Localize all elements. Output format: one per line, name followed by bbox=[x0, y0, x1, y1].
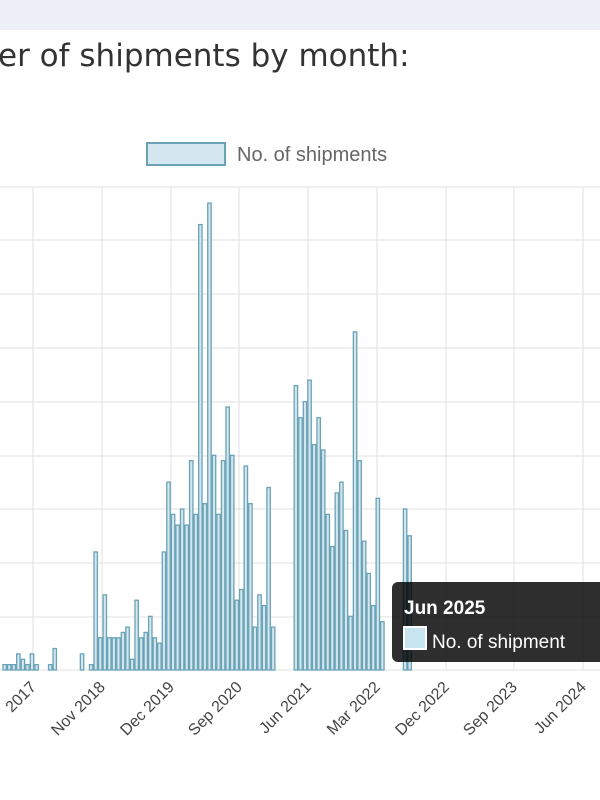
tooltip-box bbox=[392, 582, 600, 662]
chart-bar[interactable] bbox=[193, 513, 199, 671]
tooltip: Jun 2025 No. of shipment bbox=[392, 582, 600, 662]
chart-bar[interactable] bbox=[311, 443, 317, 671]
chart-bar[interactable] bbox=[47, 663, 53, 671]
chart-bar[interactable] bbox=[2, 663, 8, 671]
bars-group bbox=[2, 202, 413, 671]
chart-bar[interactable] bbox=[6, 663, 12, 671]
x-tick-label: Jun 2024 bbox=[531, 679, 590, 738]
x-tick-label: Nov 2018 bbox=[48, 679, 109, 740]
chart-bar[interactable] bbox=[125, 626, 130, 671]
chart-bar[interactable] bbox=[179, 508, 185, 671]
chart-bar[interactable] bbox=[116, 637, 121, 671]
chart-bar[interactable] bbox=[93, 551, 99, 671]
chart-bar[interactable] bbox=[234, 599, 240, 671]
chart-bar[interactable] bbox=[370, 604, 376, 671]
chart-bar[interactable] bbox=[357, 460, 362, 671]
chart-bar[interactable] bbox=[102, 594, 108, 671]
chart-bar[interactable] bbox=[88, 663, 94, 671]
chart-bar[interactable] bbox=[302, 401, 308, 671]
chart-bar[interactable] bbox=[52, 647, 58, 671]
chart-bar[interactable] bbox=[307, 379, 312, 671]
chart-bar[interactable] bbox=[298, 417, 303, 671]
chart-bar[interactable] bbox=[261, 604, 267, 671]
x-tick-label: Sep 2020 bbox=[185, 679, 246, 740]
x-tick-label: Sep 2023 bbox=[460, 679, 521, 740]
x-tick-label: Jun 2021 bbox=[256, 679, 315, 738]
chart-bar[interactable] bbox=[366, 572, 372, 671]
chart-bar[interactable] bbox=[107, 637, 112, 671]
chart-bar[interactable] bbox=[220, 460, 226, 671]
chart-bar[interactable] bbox=[111, 637, 117, 671]
top-bar bbox=[0, 0, 600, 30]
chart-bar[interactable] bbox=[238, 588, 244, 671]
chart-bar[interactable] bbox=[361, 540, 367, 671]
chart-bar[interactable] bbox=[120, 631, 126, 671]
chart-bar[interactable] bbox=[184, 524, 190, 671]
tooltip-label: No. of shipment bbox=[432, 632, 566, 653]
chart-bar[interactable] bbox=[216, 513, 221, 671]
chart-bar[interactable] bbox=[170, 513, 176, 671]
chart-bar[interactable] bbox=[325, 513, 331, 671]
chart-bar[interactable] bbox=[375, 497, 381, 671]
chart-bar[interactable] bbox=[11, 663, 17, 671]
x-tick-labels: 2017 Nov 2018 Dec 2019 Sep 2020 Jun 2021 Mar … bbox=[3, 679, 590, 740]
chart-bar[interactable] bbox=[329, 545, 335, 671]
x-tick-label: Mar 2022 bbox=[324, 679, 384, 739]
chart-bar[interactable] bbox=[152, 637, 158, 671]
chart-bar[interactable] bbox=[266, 486, 271, 671]
chart-bar[interactable] bbox=[334, 492, 340, 671]
chart-bar[interactable] bbox=[157, 642, 162, 671]
chart-bar[interactable] bbox=[293, 384, 299, 671]
chart-bar[interactable] bbox=[379, 621, 385, 671]
chart-bar[interactable] bbox=[348, 615, 353, 671]
chart-bar[interactable] bbox=[352, 331, 358, 671]
chart-bar[interactable] bbox=[143, 631, 149, 671]
tooltip-title: Jun 2025 bbox=[404, 598, 486, 619]
chart-bar[interactable] bbox=[248, 502, 253, 671]
chart-bar[interactable] bbox=[138, 637, 144, 671]
chart-bar[interactable] bbox=[202, 502, 208, 671]
chart-bar[interactable] bbox=[25, 663, 30, 671]
chart-bar[interactable] bbox=[252, 626, 258, 671]
chart-bar[interactable] bbox=[320, 449, 326, 671]
chart-bar[interactable] bbox=[211, 454, 217, 671]
chart-bar[interactable] bbox=[243, 465, 249, 671]
legend[interactable]: No. of shipments bbox=[146, 142, 387, 166]
chart-bar[interactable] bbox=[34, 663, 39, 671]
chart-bar[interactable] bbox=[161, 551, 167, 671]
chart-bar[interactable] bbox=[316, 417, 322, 671]
x-tick-label: Dec 2019 bbox=[117, 679, 178, 740]
chart-bar[interactable] bbox=[97, 637, 103, 671]
chart-bar[interactable] bbox=[166, 481, 171, 671]
chart-bar[interactable] bbox=[175, 524, 180, 671]
page-heading: er of shipments by month: bbox=[0, 38, 410, 74]
chart-bar[interactable] bbox=[270, 626, 276, 671]
chart-bar[interactable] bbox=[225, 406, 230, 671]
tooltip-swatch bbox=[403, 626, 427, 650]
chart-bar[interactable] bbox=[20, 658, 26, 671]
chart-bar[interactable] bbox=[134, 599, 139, 671]
chart-bar[interactable] bbox=[343, 529, 349, 671]
chart-bar[interactable] bbox=[15, 653, 21, 671]
chart-bar[interactable] bbox=[257, 594, 262, 671]
x-tick-label: 2017 bbox=[3, 679, 40, 716]
chart-bar[interactable] bbox=[29, 653, 35, 671]
chart-bar[interactable] bbox=[197, 223, 203, 671]
chart-bar[interactable] bbox=[147, 615, 153, 671]
chart-bar[interactable] bbox=[129, 658, 135, 671]
x-tick-label: Dec 2022 bbox=[392, 679, 453, 740]
chart-bar[interactable] bbox=[229, 454, 235, 671]
legend-swatch bbox=[146, 142, 226, 166]
chart-bar[interactable] bbox=[79, 653, 85, 671]
chart-bar[interactable] bbox=[188, 460, 194, 671]
chart-bar[interactable] bbox=[207, 202, 212, 671]
legend-label: No. of shipments bbox=[237, 144, 387, 166]
chart-bar[interactable] bbox=[339, 481, 344, 671]
